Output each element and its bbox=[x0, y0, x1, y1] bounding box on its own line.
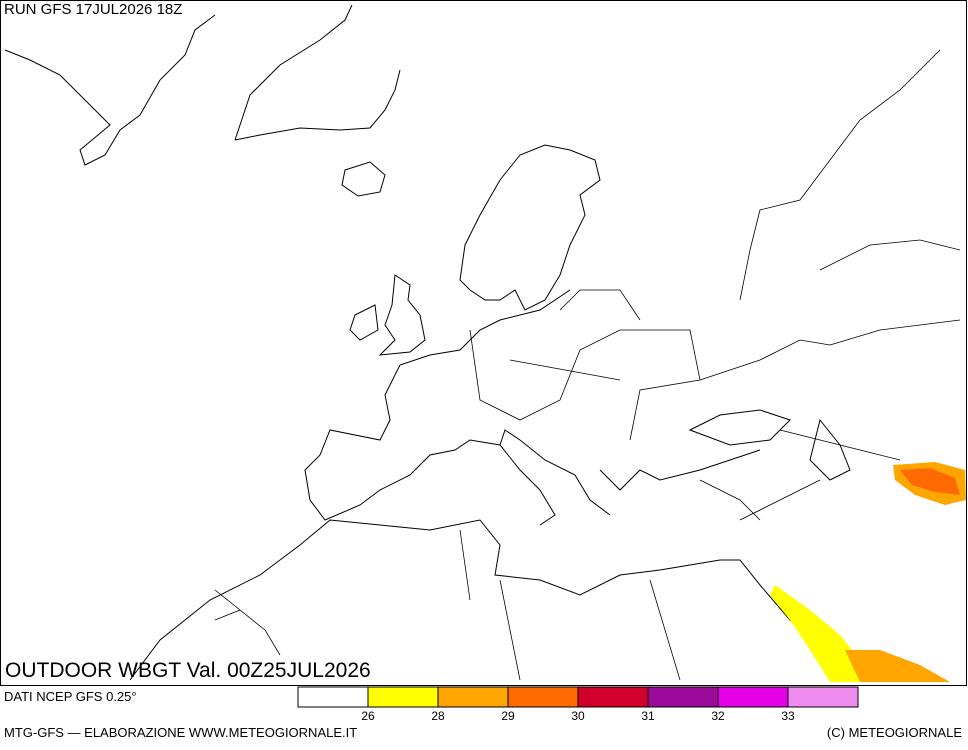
legend-tick-label: 30 bbox=[571, 709, 585, 723]
africa-coast bbox=[129, 519, 871, 681]
legend-swatch bbox=[787, 686, 859, 708]
copyright-label: (C) METEOGIORNALE bbox=[827, 725, 962, 740]
legend-swatch bbox=[507, 686, 579, 708]
map-outlines bbox=[4, 4, 961, 681]
legend-swatch bbox=[367, 686, 439, 708]
britain bbox=[349, 274, 426, 356]
legend-tick-label: 26 bbox=[361, 709, 375, 723]
europe-coast bbox=[304, 289, 761, 526]
map-frame bbox=[0, 0, 967, 686]
run-label: RUN GFS 17JUL2026 18Z bbox=[4, 1, 182, 18]
legend-tick-label: 32 bbox=[711, 709, 725, 723]
iceland bbox=[341, 161, 386, 197]
legend-swatch bbox=[647, 686, 719, 708]
map-title: OUTDOOR WBGT Val. 00Z25JUL2026 bbox=[5, 659, 371, 682]
canada bbox=[4, 14, 216, 166]
legend-tick-label: 29 bbox=[501, 709, 515, 723]
greenland bbox=[234, 4, 401, 141]
scandinavia bbox=[459, 144, 601, 311]
legend-tick-label: 31 bbox=[641, 709, 655, 723]
legend-swatch bbox=[297, 686, 369, 708]
legend-tick-label: 33 bbox=[781, 709, 795, 723]
legend-swatch bbox=[577, 686, 649, 708]
wbgt-shading bbox=[770, 462, 966, 682]
black-caspian bbox=[688, 409, 851, 481]
legend-tick-label: 28 bbox=[431, 709, 445, 723]
source-label: DATI NCEP GFS 0.25° bbox=[4, 689, 137, 704]
color-legend: 26 28 29 30 31 32 33 bbox=[297, 686, 859, 723]
national-borders bbox=[214, 49, 961, 681]
legend-swatch bbox=[437, 686, 509, 708]
legend-swatch bbox=[717, 686, 789, 708]
credit-label: MTG-GFS — ELABORAZIONE WWW.METEOGIORNALE… bbox=[4, 725, 357, 740]
